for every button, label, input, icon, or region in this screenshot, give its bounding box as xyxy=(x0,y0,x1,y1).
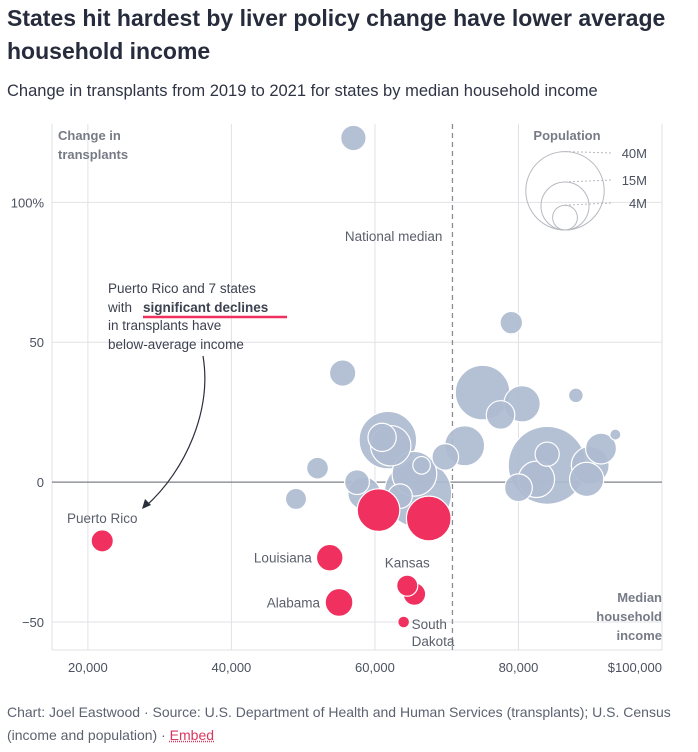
bubble-layer xyxy=(90,124,622,629)
x-tick-label: $100,000 xyxy=(608,660,662,675)
source-credit: Chart: Joel Eastwood · Source: U.S. Depa… xyxy=(7,704,671,743)
y-tick-label: 0 xyxy=(37,475,44,490)
decline-bubble xyxy=(90,529,114,553)
annotation-line-4: below-average income xyxy=(108,337,244,352)
state-bubble xyxy=(568,461,605,498)
legend-circle xyxy=(540,181,590,231)
x-axis-title: Median xyxy=(617,590,662,605)
x-axis-title: income xyxy=(616,628,662,643)
legend-circle xyxy=(525,151,605,231)
y-axis-title: Change in xyxy=(58,128,121,143)
annotation-highlight: significant declines xyxy=(143,300,268,315)
legend-leader xyxy=(564,179,613,183)
state-bubble xyxy=(584,432,618,465)
state-bubble xyxy=(609,428,622,441)
state-bubble xyxy=(499,310,524,335)
state-bubble xyxy=(306,456,330,480)
decline-bubble xyxy=(396,574,419,597)
chart-caption: Chart: Joel Eastwood · Source: U.S. Depa… xyxy=(7,701,693,747)
x-tick-label: 40,000 xyxy=(212,660,252,675)
state-label-puerto-rico: Puerto Rico xyxy=(67,511,138,526)
decline-bubble xyxy=(315,543,344,572)
legend-label: 4M xyxy=(629,196,647,211)
state-label-south-dakota: South Dakota xyxy=(412,617,455,649)
x-axis-title: household xyxy=(596,609,662,624)
y-axis-title: transplants xyxy=(58,147,128,162)
state-bubble xyxy=(344,469,371,496)
legend-circle xyxy=(552,204,578,231)
state-label-kansas: Kansas xyxy=(385,556,430,571)
chart-subtitle: Change in transplants from 2019 to 2021 … xyxy=(7,82,598,100)
state-bubble xyxy=(567,387,584,404)
legend-label: 40M xyxy=(622,146,647,161)
state-label-line: South xyxy=(412,617,447,632)
decline-bubble xyxy=(324,587,354,617)
state-label-line: Dakota xyxy=(412,634,455,649)
label-layer: Puerto Rico Louisiana Alabama Kansas South Da… xyxy=(67,511,455,649)
decline-bubble xyxy=(397,615,411,629)
x-tick-label: 20,000 xyxy=(68,660,108,675)
state-bubble xyxy=(412,455,431,475)
size-legend: Population 40M 15M 4M xyxy=(525,128,647,231)
x-tick-label: 60,000 xyxy=(355,660,395,675)
y-tick-label: 100% xyxy=(11,195,45,210)
y-tick-label: 50 xyxy=(30,335,44,350)
chart-title: States hit hardest by liver policy chang… xyxy=(7,5,666,64)
annotation: Puerto Rico and 7 states with significant … xyxy=(107,281,287,509)
state-bubble xyxy=(504,473,533,503)
median-layer: National median xyxy=(345,124,454,650)
x-tick-label: 80,000 xyxy=(499,660,539,675)
embed-link[interactable]: Embed xyxy=(169,727,215,743)
state-bubble xyxy=(534,441,560,467)
annotation-arrowhead xyxy=(142,499,151,509)
decline-bubble xyxy=(405,495,452,542)
decline-bubble xyxy=(356,488,401,533)
annotation-line-2: with xyxy=(107,300,132,315)
scatter-chart: 20,000 40,000 60,000 80,000 $100,000 100% 50 0 −… xyxy=(11,124,663,675)
state-bubble xyxy=(340,124,367,152)
annotation-arrow xyxy=(145,355,206,507)
state-label-louisiana: Louisiana xyxy=(254,551,312,566)
annotation-line-3: in transplants have xyxy=(108,318,221,333)
state-bubble xyxy=(485,400,516,430)
state-label-alabama: Alabama xyxy=(267,595,321,610)
legend-label: 15M xyxy=(622,173,647,188)
state-bubble xyxy=(328,359,357,387)
state-bubble xyxy=(284,487,308,511)
annotation-line-1: Puerto Rico and 7 states xyxy=(108,281,256,296)
state-bubble xyxy=(431,443,460,471)
legend-title: Population xyxy=(533,128,600,143)
state-bubble xyxy=(367,422,397,453)
y-tick-label: −50 xyxy=(22,615,44,630)
national-median-label: National median xyxy=(345,229,443,244)
